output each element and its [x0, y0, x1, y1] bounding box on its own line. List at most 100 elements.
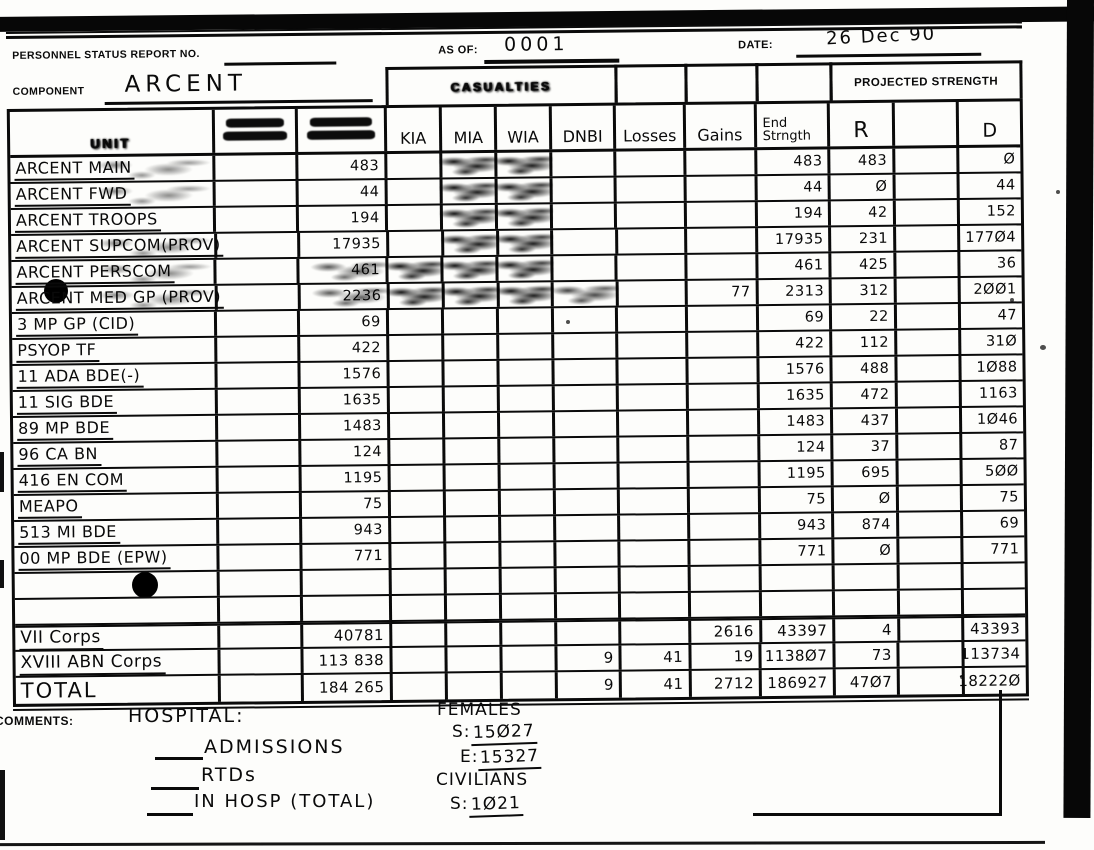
females-heading: FEMALES: [437, 700, 522, 720]
cell-kia: [391, 623, 448, 646]
start-value: 1195: [343, 470, 383, 487]
cell-start: 1483: [301, 414, 390, 439]
cell-mia: [447, 646, 503, 672]
cell-mia: [444, 360, 500, 386]
component-label: COMPONENT: [12, 85, 85, 98]
d-header-label: D: [982, 119, 998, 142]
start-value: 1483: [342, 418, 382, 435]
end-value: 1483: [786, 413, 826, 430]
cell-unit: ARCENT MED GP (PROV): [11, 285, 225, 312]
cell-kia: [390, 491, 447, 516]
start-value: 44: [359, 184, 380, 201]
scan-smudge: [441, 282, 500, 308]
cell-losses: [619, 436, 690, 462]
start-value: 69: [361, 314, 381, 331]
cell-end: 1483: [759, 409, 834, 435]
cell-end: 43397: [761, 619, 836, 643]
start-value: 461: [350, 262, 381, 279]
casualties-label: CASUALTIES: [451, 78, 553, 94]
cell-r: 47Ø7: [835, 668, 901, 696]
cell-losses: [621, 620, 692, 644]
cell-d: 177Ø4: [960, 225, 1021, 250]
report-no-blank-line: [224, 61, 337, 66]
cell-blank: [898, 460, 964, 485]
cell-losses: [618, 358, 689, 384]
start-value: 17935: [332, 236, 381, 253]
r-value: Ø: [879, 542, 892, 559]
empty-header-cell: [684, 63, 759, 102]
cell-start: 75: [302, 491, 391, 517]
cell-unit: 11 ADA BDE(-): [12, 363, 218, 390]
cell-kia: [388, 231, 445, 257]
cell-d: 43393: [965, 617, 1026, 640]
cell-r: 42: [830, 200, 896, 226]
cell-gains: [690, 592, 762, 617]
cell-r: 483: [830, 148, 896, 174]
cell-blank: [898, 511, 964, 537]
header-start: [298, 108, 387, 152]
cell-unit: ARCENT MAIN: [10, 155, 216, 182]
cell-blank: [900, 667, 965, 695]
header-d: D: [959, 101, 1020, 145]
cell-blank: [899, 563, 965, 589]
losses-value: 41: [663, 674, 684, 694]
start-value: 75: [363, 496, 383, 513]
cell-kia: [389, 387, 446, 413]
cell-dnbi: [552, 151, 617, 177]
cell-dnbi: [555, 515, 621, 541]
as-of-label: AS OF:: [438, 44, 478, 57]
scan-edge-mark: [0, 770, 5, 840]
wia-header-label: WIA: [507, 127, 539, 147]
cell-unit: ARCENT SUPCOM(PROV): [11, 233, 224, 260]
cell-auth: [218, 440, 302, 466]
d-value: 87: [998, 437, 1019, 454]
scan-smudge: [494, 204, 553, 229]
cell-losses: [620, 514, 691, 540]
cell-losses: [616, 176, 687, 202]
auth-header-redacted-blob: [225, 118, 284, 128]
cell-mia: [440, 204, 499, 230]
cell-end: 1138Ø7: [761, 643, 836, 669]
cell-wia: [502, 672, 558, 699]
cell-mia: [447, 594, 503, 620]
cell-unit: 00 MP BDE (EPW): [14, 545, 220, 572]
cell-gains: [690, 566, 762, 591]
as-of-underline: [484, 58, 620, 64]
losses-header-label: Losses: [623, 125, 677, 146]
cell-mia: [445, 386, 501, 412]
end-value: 1635: [785, 387, 826, 404]
cell-auth: [217, 232, 301, 258]
unit-name: 96 CA BN: [17, 444, 102, 467]
cell-kia: [392, 673, 449, 700]
cell-blank: [895, 226, 961, 251]
cell-auth: [215, 154, 299, 180]
personnel-table: UNIT KIA MIA WIA DNBI Losses Gains End Strngth R D…: [6, 98, 1029, 707]
cell-dnbi: [556, 567, 622, 593]
cell-r: 22: [832, 304, 897, 330]
auth-header-redacted-blob: [222, 131, 288, 141]
cell-d: 1163: [962, 381, 1023, 406]
start-value: 1576: [342, 366, 382, 383]
r-value: Ø: [878, 490, 891, 507]
cell-gains: [687, 228, 759, 253]
cell-mia: [445, 438, 501, 464]
cell-dnbi: [556, 593, 622, 619]
unit-name: ARCENT TROOPS: [14, 209, 161, 233]
cell-kia: [385, 257, 445, 283]
start-value: 943: [353, 522, 384, 539]
cell-wia: [500, 412, 556, 437]
cell-gains: [688, 332, 759, 357]
d-value: 75: [999, 489, 1020, 506]
cell-blank: [895, 200, 961, 225]
cell-end: 1195: [760, 461, 834, 487]
cell-blank: [896, 304, 962, 329]
d-value: 152: [986, 203, 1017, 220]
r-value: 483: [857, 152, 888, 170]
r-value: 425: [858, 256, 889, 274]
end-value: 461: [794, 257, 824, 274]
cell-mia: [441, 282, 500, 308]
cell-dnbi: [555, 489, 621, 515]
cell-start: 113 838: [303, 647, 393, 673]
cell-r: 695: [833, 460, 899, 486]
